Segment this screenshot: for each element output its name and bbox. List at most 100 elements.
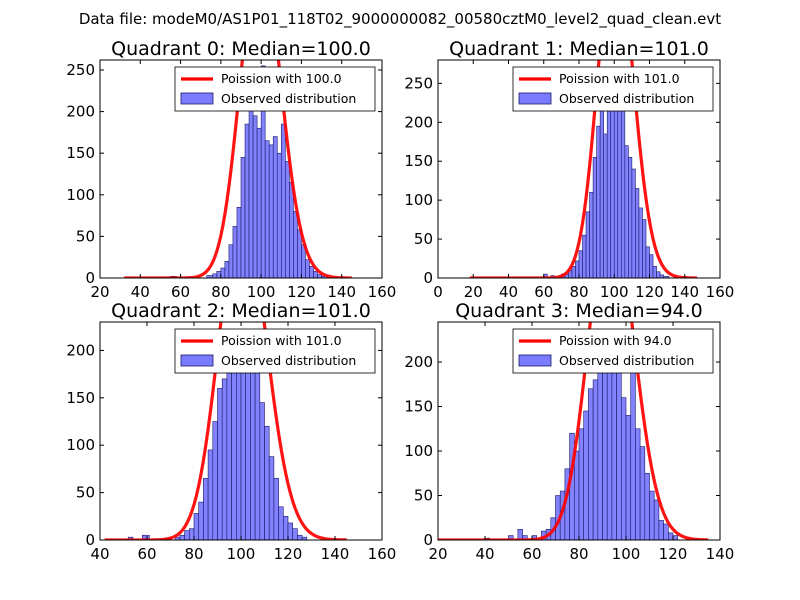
histogram-bar — [592, 379, 599, 540]
quadrant-2-chart: Quadrant 2: Median=101.0 40 60 80 100 120 140 1… — [66, 300, 397, 563]
x-tick-label: 40 — [499, 283, 518, 301]
legend-hist-swatch — [180, 92, 214, 105]
histogram-bar — [280, 123, 286, 278]
histogram-bar — [649, 254, 654, 278]
quadrant-1-chart: Quadrant 1: Median=101.0 0 20 40 60 80 100 120 1… — [404, 38, 735, 301]
y-tick-label: 0 — [85, 531, 95, 549]
x-tick-label: 160 — [368, 545, 397, 563]
histogram-bar — [522, 535, 528, 540]
x-tick-label: 80 — [184, 545, 203, 563]
histogram-bar — [582, 234, 587, 278]
histogram-bar — [248, 90, 254, 278]
histogram-bar — [592, 157, 597, 278]
y-tick-label: 50 — [414, 230, 433, 248]
histogram-bar — [189, 528, 195, 540]
histogram-bar — [508, 535, 514, 540]
histogram-bar — [578, 428, 584, 540]
y-tick-label: 150 — [66, 389, 95, 407]
histogram-bar — [649, 490, 655, 540]
x-tick-label: 100 — [227, 545, 256, 563]
histogram-bar — [252, 115, 258, 278]
x-tick-label: 60 — [534, 283, 553, 301]
x-tick-label: 40 — [90, 545, 109, 563]
x-tick-label: 40 — [475, 545, 494, 563]
histogram-bar — [620, 86, 626, 278]
x-tick-label: 120 — [635, 283, 664, 301]
histogram-bar — [672, 535, 678, 540]
legend-label: Observed distribution — [559, 353, 694, 368]
y-tick-label: 150 — [404, 398, 433, 416]
histogram-bar — [667, 532, 674, 540]
chart-title: Quadrant 0: Median=100.0 — [111, 38, 371, 60]
x-tick-label: 140 — [706, 545, 735, 563]
histogram-bar — [588, 388, 594, 540]
histogram-bar — [217, 388, 223, 540]
histogram-bar — [250, 354, 256, 540]
histogram-bar — [656, 271, 661, 278]
y-tick-label: 200 — [66, 341, 95, 359]
y-tick-label: 250 — [66, 61, 95, 79]
histogram-bar — [606, 84, 612, 278]
histogram-bar — [232, 226, 238, 278]
y-tick-label: 0 — [423, 269, 433, 287]
histogram-bar — [184, 530, 190, 540]
legend-label: Observed distribution — [559, 91, 694, 106]
histogram-bar — [571, 266, 576, 278]
x-tick-label: 80 — [211, 283, 230, 301]
legend-box — [512, 66, 714, 112]
chart-title: Quadrant 2: Median=101.0 — [111, 300, 371, 322]
histogram-bar — [226, 350, 232, 540]
x-tick-label: 140 — [321, 545, 350, 563]
y-tick-label: 200 — [404, 113, 433, 131]
y-tick-label: 100 — [66, 436, 95, 454]
histogram-bar — [575, 260, 580, 278]
histogram-bar — [635, 188, 640, 278]
histogram-bar — [630, 361, 636, 540]
x-tick-label: 160 — [706, 283, 735, 301]
histogram-bar — [216, 271, 222, 278]
axes-frame — [99, 59, 383, 279]
y-tick-label: 250 — [404, 74, 433, 92]
histogram-bar — [645, 246, 650, 278]
histogram-bar — [256, 127, 262, 278]
legend: Poission with 101.0 Observed distribution — [174, 328, 376, 374]
y-tick-label: 100 — [404, 442, 433, 460]
figure-suptitle: Data file: modeM0/AS1P01_118T02_90000000… — [79, 10, 721, 29]
x-tick-label: 80 — [569, 545, 588, 563]
histogram-bar — [625, 415, 631, 540]
x-tick-label: 60 — [137, 545, 156, 563]
histogram-bar — [276, 152, 282, 278]
histogram-bar — [658, 520, 664, 540]
x-tick-label: 60 — [522, 545, 541, 563]
y-tick-label: 100 — [66, 186, 95, 204]
y-tick-label: 100 — [404, 191, 433, 209]
legend: Poission with 100.0 Observed distribution — [174, 66, 376, 112]
y-tick-label: 150 — [404, 152, 433, 170]
histogram-bar — [606, 361, 613, 540]
histogram-bar — [198, 501, 204, 540]
histogram-bar — [179, 534, 185, 540]
histogram-bar — [236, 206, 242, 278]
legend-label: Poission with 101.0 — [559, 71, 680, 86]
histogram-bar — [313, 271, 318, 278]
x-tick-label: 140 — [327, 283, 356, 301]
legend-label: Poission with 94.0 — [559, 333, 672, 348]
histogram-bar — [272, 136, 278, 278]
histogram-bar — [631, 168, 636, 278]
histogram-bar — [620, 397, 627, 540]
histogram-bar — [293, 211, 298, 278]
histogram-bar — [624, 145, 629, 278]
histogram-bar — [638, 207, 643, 278]
quadrant-3-chart: Quadrant 3: Median=94.0 20 40 60 80 100 120 140… — [404, 300, 735, 563]
y-tick-label: 150 — [66, 144, 95, 162]
histogram-bar — [597, 366, 603, 540]
x-tick-label: 20 — [90, 283, 109, 301]
poisson-curve — [438, 322, 709, 540]
legend-label: Poission with 100.0 — [221, 71, 342, 86]
histogram-bar — [642, 219, 647, 278]
histogram-bar — [309, 266, 314, 278]
x-tick-label: 80 — [569, 283, 588, 301]
legend-label: Observed distribution — [221, 353, 356, 368]
histogram-bar — [578, 250, 583, 278]
histogram-bar — [297, 534, 303, 540]
